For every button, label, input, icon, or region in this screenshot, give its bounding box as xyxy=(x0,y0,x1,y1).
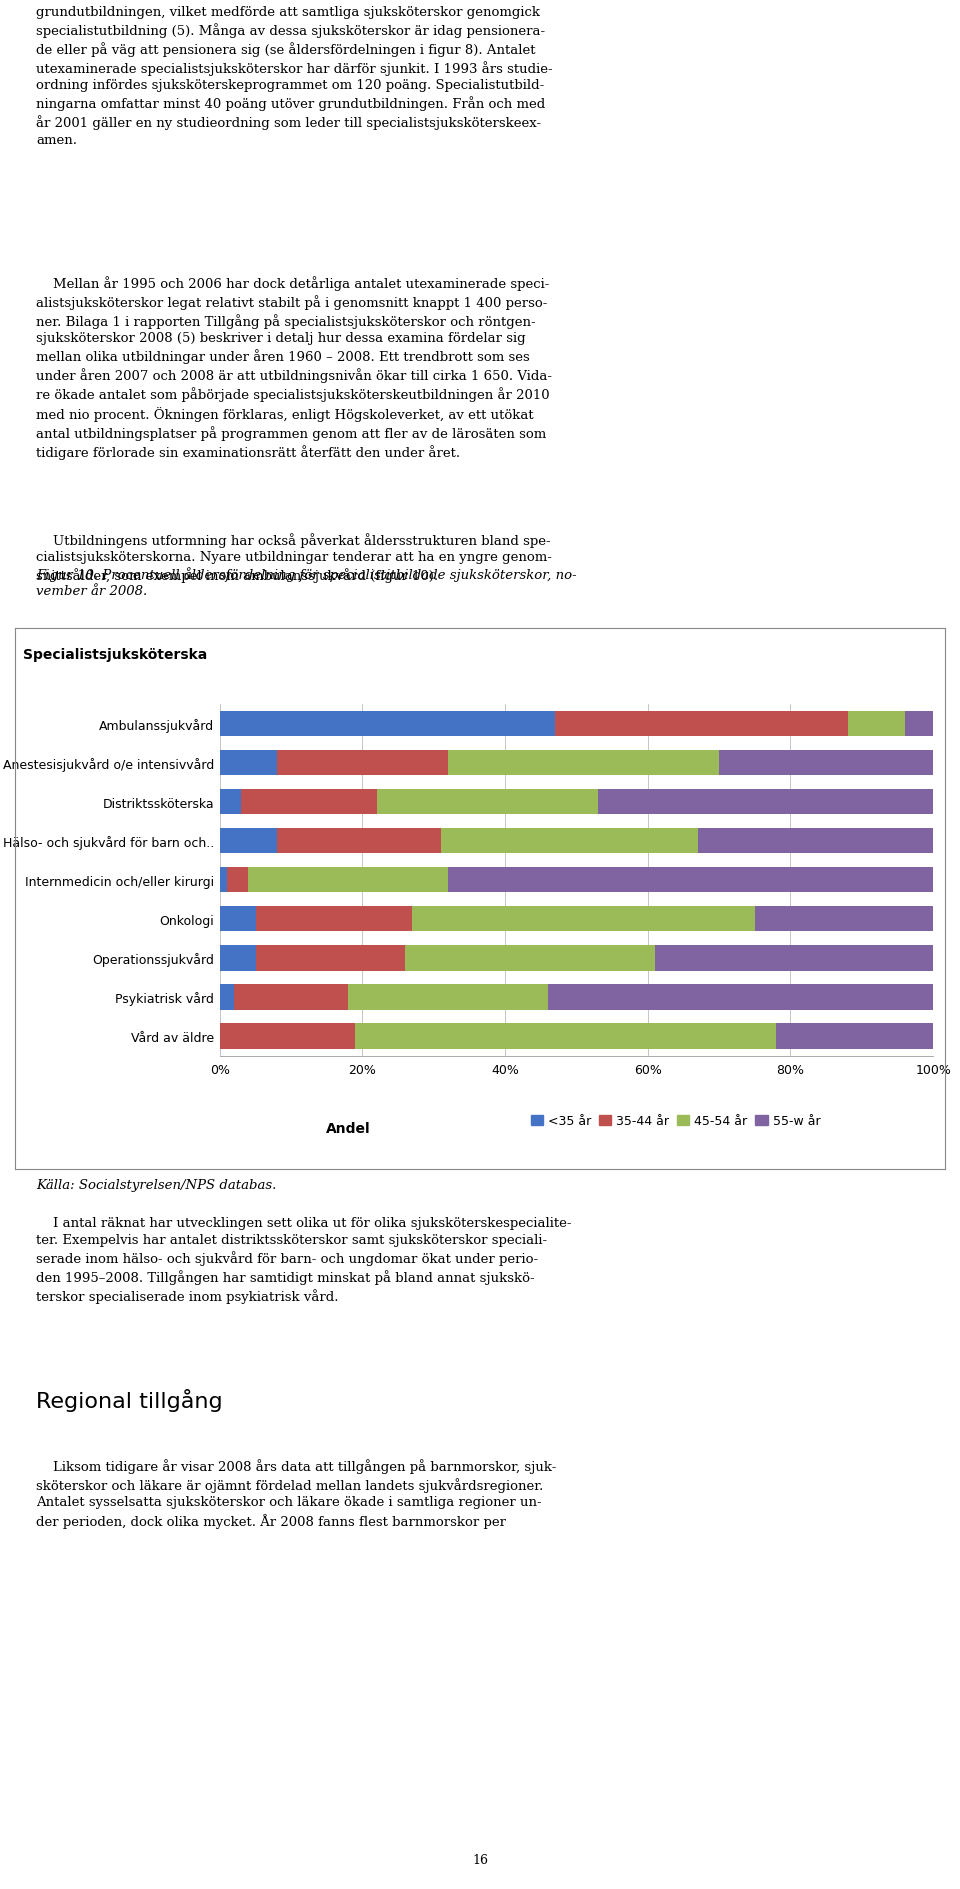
Text: grundutbildningen, vilket medförde att samtliga sjuksköterskor genomgick
special: grundutbildningen, vilket medförde att s… xyxy=(36,6,553,147)
Bar xyxy=(220,907,255,931)
Bar xyxy=(220,946,255,971)
Bar xyxy=(441,829,698,854)
Bar xyxy=(220,829,276,854)
Bar xyxy=(249,867,448,893)
Bar xyxy=(220,1024,355,1048)
Bar xyxy=(220,984,234,1011)
Bar xyxy=(904,712,933,737)
Text: Specialistsjuksköterska: Specialistsjuksköterska xyxy=(23,648,207,661)
Text: Utbildningens utformning har också påverkat åldersstrukturen bland spe-
cialists: Utbildningens utformning har också påver… xyxy=(36,533,552,584)
Text: I antal räknat har utvecklingen sett olika ut för olika sjuksköterskespecialite-: I antal räknat har utvecklingen sett oli… xyxy=(36,1217,572,1303)
Bar xyxy=(848,712,904,737)
Text: Andel: Andel xyxy=(325,1122,371,1135)
Bar xyxy=(448,750,719,776)
Text: Figur 10. Procentuell åldersfördelning för specialistitbildade sjuksköterskor, n: Figur 10. Procentuell åldersfördelning f… xyxy=(36,567,577,599)
Text: 16: 16 xyxy=(472,1853,488,1866)
Bar xyxy=(598,790,933,814)
Text: Liksom tidigare år visar 2008 års data att tillgången på barnmorskor, sjuk-
sköt: Liksom tidigare år visar 2008 års data a… xyxy=(36,1458,557,1528)
Bar xyxy=(220,790,241,814)
Bar xyxy=(655,946,933,971)
Bar xyxy=(719,750,933,776)
Bar xyxy=(220,712,555,737)
Bar xyxy=(777,1024,933,1048)
Legend: <35 år, 35-44 år, 45-54 år, 55-w år: <35 år, 35-44 år, 45-54 år, 55-w år xyxy=(526,1111,826,1133)
Bar xyxy=(227,867,249,893)
Bar xyxy=(220,750,276,776)
Bar xyxy=(234,984,348,1011)
Bar xyxy=(255,907,413,931)
Bar xyxy=(755,907,933,931)
Bar xyxy=(255,946,405,971)
Bar xyxy=(376,790,598,814)
Bar xyxy=(413,907,755,931)
Bar xyxy=(276,750,448,776)
Bar xyxy=(355,1024,777,1048)
Text: Regional tillgång: Regional tillgång xyxy=(36,1388,223,1411)
Bar xyxy=(241,790,376,814)
Bar xyxy=(276,829,441,854)
Bar xyxy=(448,867,933,893)
Bar xyxy=(555,712,848,737)
Bar xyxy=(698,829,933,854)
Text: Källa: Socialstyrelsen/NPS databas.: Källa: Socialstyrelsen/NPS databas. xyxy=(36,1179,276,1192)
Bar xyxy=(220,867,227,893)
Bar xyxy=(548,984,933,1011)
Text: Mellan år 1995 och 2006 har dock detårliga antalet utexaminerade speci-
alistsju: Mellan år 1995 och 2006 har dock detårli… xyxy=(36,276,553,459)
Bar xyxy=(348,984,548,1011)
Bar xyxy=(405,946,655,971)
